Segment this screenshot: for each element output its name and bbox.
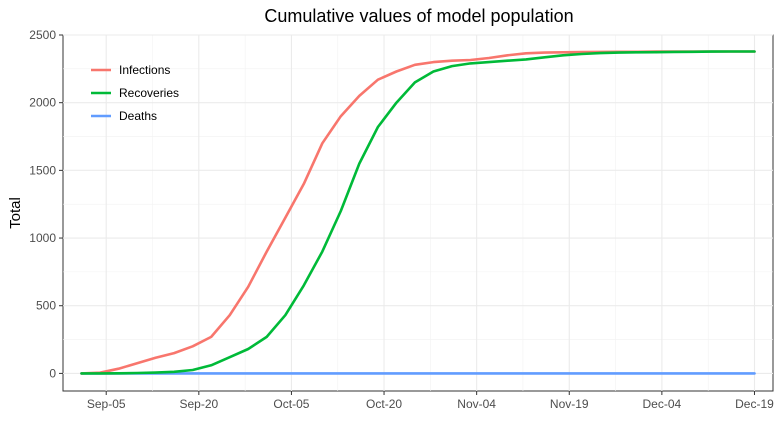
x-tick-label: Nov-04: [457, 397, 496, 411]
y-tick-label: 500: [36, 299, 56, 313]
legend-label-deaths: Deaths: [119, 109, 157, 123]
y-tick-label: 2500: [29, 28, 56, 42]
legend-label-infections: Infections: [119, 63, 170, 77]
x-tick-label: Nov-19: [550, 397, 589, 411]
legend-label-recoveries: Recoveries: [119, 86, 179, 100]
chart-title: Cumulative values of model population: [264, 6, 573, 26]
series-lines: [80, 50, 756, 375]
legend: Infections Recoveries Deaths: [91, 63, 179, 123]
plot-panel: [62, 34, 774, 392]
y-tick-label: 0: [49, 366, 56, 380]
x-axis: Sep-05 Sep-20 Oct-05 Oct-20 Nov-04 Nov-19 Dec-…: [87, 391, 774, 411]
y-axis: 0 500 1000 1500 2000 2500: [29, 28, 63, 380]
x-tick-label: Oct-05: [273, 397, 309, 411]
grid: [63, 34, 773, 391]
y-axis-title: Total: [7, 197, 24, 229]
y-tick-label: 1500: [29, 163, 56, 177]
x-tick-label: Dec-19: [735, 397, 774, 411]
x-tick-label: Oct-20: [366, 397, 402, 411]
x-tick-label: Dec-04: [643, 397, 682, 411]
y-tick-label: 2000: [29, 96, 56, 110]
x-tick-label: Sep-20: [179, 397, 218, 411]
y-tick-label: 1000: [29, 231, 56, 245]
series-line-recoveries: [80, 50, 756, 375]
x-tick-label: Sep-05: [87, 397, 126, 411]
